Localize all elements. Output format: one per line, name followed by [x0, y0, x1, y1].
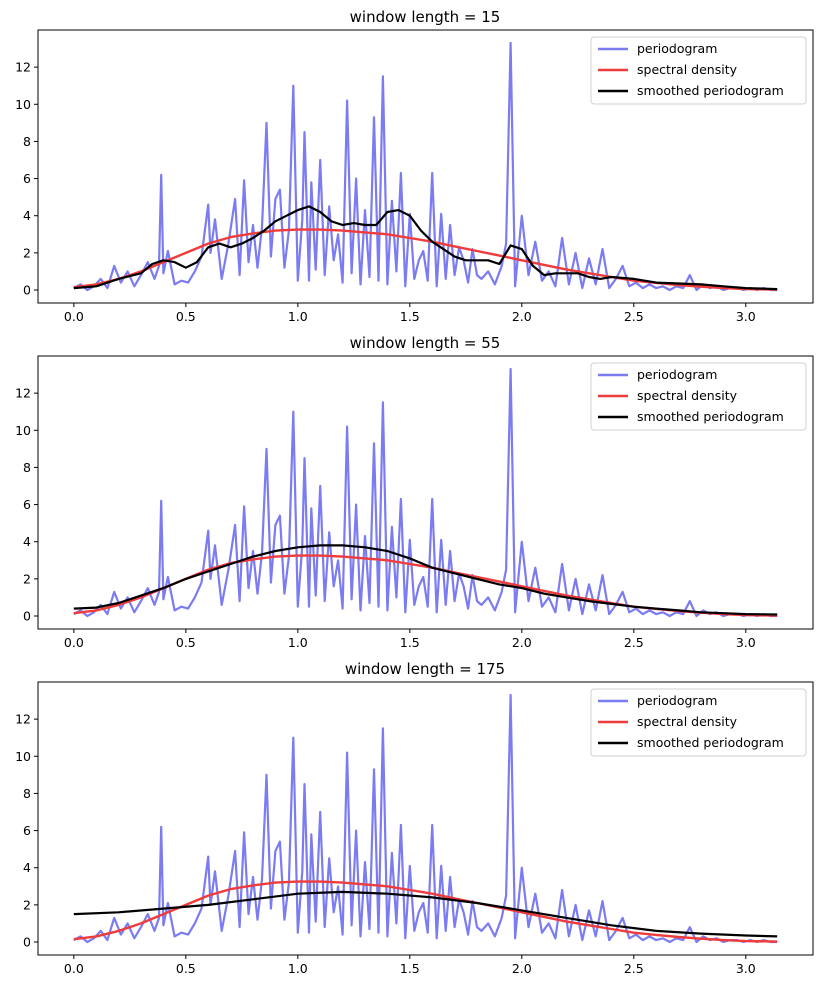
y-tick-label: 4 — [23, 534, 31, 549]
legend-label-spectral-density: spectral density — [637, 388, 738, 403]
axis-ticks: 0.0 0.5 1.0 1.5 2.0 2.5 3.0 0 2 4 6 8 10 12 — [15, 60, 756, 324]
smoothed-periodogram-line — [73, 205, 778, 291]
y-tick-label: 10 — [15, 97, 31, 112]
subplot-window-55: window length = 55 0.0 0.5 1.0 1.5 2.0 2.5 3.0… — [15, 334, 814, 650]
legend-frame — [590, 36, 807, 105]
axis-ticks: 0.0 0.5 1.0 1.5 2.0 2.5 3.0 0 2 4 6 8 10 12 — [15, 712, 756, 976]
periodogram-line — [73, 693, 778, 944]
legend-label-smoothed: smoothed periodogram — [637, 409, 784, 424]
legend: periodogram spectral density smoothed pe… — [590, 36, 807, 105]
series-lines — [73, 693, 778, 944]
series-lines — [73, 367, 778, 618]
x-tick-label: 0.5 — [176, 635, 196, 650]
legend: periodogram spectral density smoothed pe… — [590, 688, 807, 757]
y-tick-label: 2 — [23, 245, 31, 260]
periodogram-line — [73, 41, 778, 292]
x-tick-label: 3.0 — [736, 635, 756, 650]
y-tick-label: 8 — [23, 134, 31, 149]
legend: periodogram spectral density smoothed pe… — [590, 362, 807, 431]
x-tick-label: 2.5 — [624, 309, 644, 324]
x-tick-label: 2.0 — [512, 309, 532, 324]
y-tick-label: 6 — [23, 497, 31, 512]
x-tick-label: 2.5 — [624, 961, 644, 976]
x-tick-label: 2.5 — [624, 635, 644, 650]
x-tick-label: 0.0 — [64, 635, 84, 650]
axis-ticks: 0.0 0.5 1.0 1.5 2.0 2.5 3.0 0 2 4 6 8 10 12 — [15, 386, 756, 650]
x-tick-label: 1.5 — [400, 635, 420, 650]
x-tick-label: 1.0 — [288, 961, 308, 976]
subplot-window-15: window length = 15 0.0 0.5 1.0 1.5 2.0 2.5 3.0… — [15, 8, 814, 324]
subplot-title: window length = 55 — [350, 334, 501, 352]
y-tick-label: 4 — [23, 208, 31, 223]
legend-label-smoothed: smoothed periodogram — [637, 735, 784, 750]
legend-frame — [590, 688, 807, 757]
subplot-window-175: window length = 175 0.0 0.5 1.0 1.5 2.0 2.5 3.… — [15, 660, 814, 976]
spectral-density-line — [73, 880, 778, 943]
y-tick-label: 12 — [15, 386, 31, 401]
y-tick-label: 0 — [23, 609, 31, 624]
y-tick-label: 0 — [23, 935, 31, 950]
legend-label-periodogram: periodogram — [637, 693, 717, 708]
legend-label-spectral-density: spectral density — [637, 62, 738, 77]
x-tick-label: 2.0 — [512, 961, 532, 976]
x-tick-label: 0.0 — [64, 309, 84, 324]
legend-label-periodogram: periodogram — [637, 367, 717, 382]
x-tick-label: 1.5 — [400, 309, 420, 324]
y-tick-label: 6 — [23, 171, 31, 186]
x-tick-label: 0.5 — [176, 961, 196, 976]
smoothed-periodogram-line — [73, 890, 778, 938]
y-tick-label: 10 — [15, 749, 31, 764]
subplot-title: window length = 175 — [345, 660, 505, 678]
series-lines — [73, 41, 778, 292]
x-tick-label: 0.0 — [64, 961, 84, 976]
x-tick-label: 3.0 — [736, 309, 756, 324]
y-tick-label: 12 — [15, 712, 31, 727]
x-tick-label: 1.0 — [288, 309, 308, 324]
x-tick-label: 1.0 — [288, 635, 308, 650]
x-tick-label: 1.5 — [400, 961, 420, 976]
y-tick-label: 8 — [23, 786, 31, 801]
y-tick-label: 4 — [23, 860, 31, 875]
legend-frame — [590, 362, 807, 431]
y-tick-label: 8 — [23, 460, 31, 475]
legend-label-spectral-density: spectral density — [637, 714, 738, 729]
legend-label-periodogram: periodogram — [637, 41, 717, 56]
x-tick-label: 2.0 — [512, 635, 532, 650]
smoothed-periodogram-line — [73, 544, 778, 616]
y-tick-label: 2 — [23, 571, 31, 586]
y-tick-label: 2 — [23, 897, 31, 912]
subplot-title: window length = 15 — [350, 8, 501, 26]
y-tick-label: 6 — [23, 823, 31, 838]
periodogram-line — [73, 367, 778, 618]
y-tick-label: 10 — [15, 423, 31, 438]
y-tick-label: 12 — [15, 60, 31, 75]
x-tick-label: 0.5 — [176, 309, 196, 324]
x-tick-label: 3.0 — [736, 961, 756, 976]
y-tick-label: 0 — [23, 283, 31, 298]
legend-label-smoothed: smoothed periodogram — [637, 83, 784, 98]
